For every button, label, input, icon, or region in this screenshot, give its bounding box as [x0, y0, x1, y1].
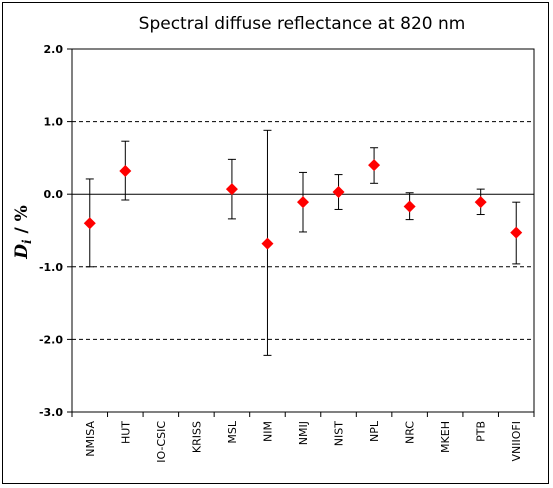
y-tick-label: 1.0: [44, 116, 64, 129]
data-point-diamond: [225, 183, 238, 196]
y-axis-label-subscript: i: [20, 239, 34, 244]
x-category-label: VNIIOFI: [510, 421, 523, 461]
x-category-label: HUT: [119, 421, 132, 444]
y-tick-label: -2.0: [39, 333, 63, 346]
x-category-label: NRC: [404, 421, 417, 444]
chart-title: Spectral diffuse reflectance at 820 nm: [139, 14, 466, 34]
y-axis-label: Di / %: [12, 205, 34, 260]
x-category-label: MKEH: [439, 421, 452, 453]
data-point-diamond: [83, 217, 96, 230]
x-category-label: MSL: [226, 420, 239, 443]
x-category-label: KRISS: [190, 421, 203, 453]
x-axis-categories: NMISA HUT IO-CSIC KRISS MSL NIM NMIJ NIST NPL NRC…: [71, 412, 535, 463]
y-axis-label-unit: / %: [12, 205, 32, 239]
data-point-diamond: [297, 196, 309, 209]
data-point-diamond: [403, 200, 416, 213]
data-point-diamond: [261, 237, 274, 250]
y-tick-label: -3.0: [39, 406, 63, 419]
x-category-label: NPL: [368, 420, 381, 442]
y-axis-label-main: D: [12, 244, 32, 260]
data-point-diamond: [368, 159, 381, 172]
x-category-label: NIM: [261, 421, 274, 442]
data-point-diamond: [119, 164, 132, 177]
data-point-diamond: [332, 186, 345, 199]
x-category-label: NMISA: [84, 421, 97, 457]
y-tick-label: 0.0: [44, 188, 64, 201]
y-axis-ticks: 2.0 1.0 0.0 -1.0 -2.0 -3.0: [39, 43, 72, 419]
data-point-diamond: [510, 226, 523, 239]
x-category-label: NIST: [333, 421, 346, 446]
x-category-label: IO-CSIC: [155, 421, 168, 463]
y-tick-label: 2.0: [44, 43, 64, 56]
x-category-label: PTB: [475, 421, 488, 442]
x-category-label: NMIJ: [297, 421, 310, 445]
data-markers: [83, 159, 523, 250]
y-tick-label: -1.0: [39, 261, 63, 274]
data-point-diamond: [474, 196, 487, 209]
gridlines: [72, 121, 534, 340]
